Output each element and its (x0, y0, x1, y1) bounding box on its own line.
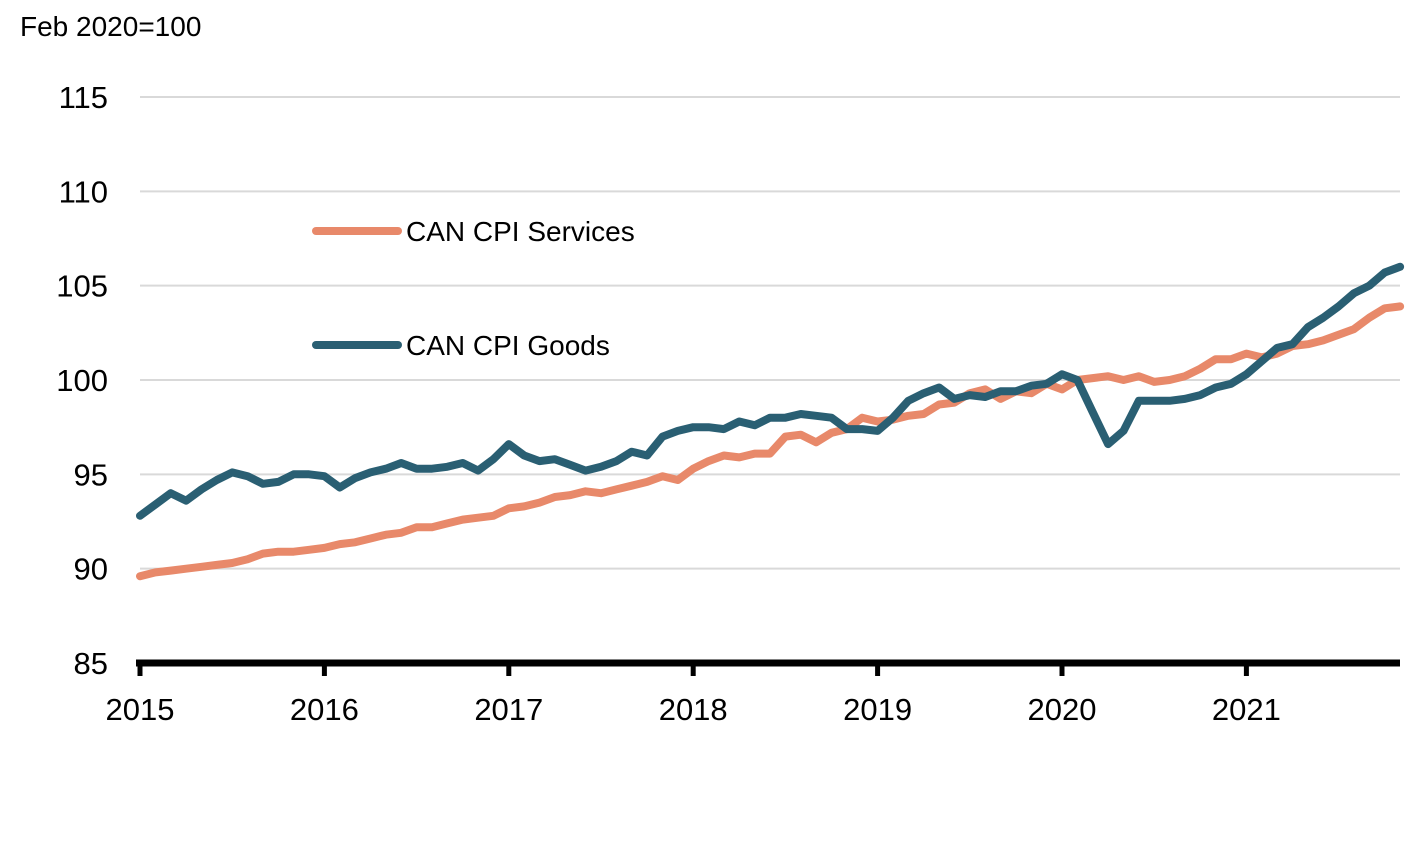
gridlines (140, 96, 1400, 570)
y-tick-label-90: 90 (74, 552, 108, 587)
x-tick-label-2017: 2017 (474, 692, 543, 727)
x-tick-label-2019: 2019 (843, 692, 912, 727)
series-lines (136, 262, 1405, 581)
x-tick-label-2020: 2020 (1028, 692, 1097, 727)
y-tick-label-115: 115 (59, 80, 108, 115)
x-tick-label-2016: 2016 (290, 692, 359, 727)
x-tick-label-2015: 2015 (106, 692, 175, 727)
legend-label-goods: CAN CPI Goods (406, 330, 610, 361)
legend: CAN CPI Services CAN CPI Goods (312, 216, 635, 361)
y-tick-label-100: 100 (56, 363, 108, 398)
series-line-services (136, 302, 1405, 581)
y-tick-label-105: 105 (56, 269, 108, 304)
x-tick-label-2018: 2018 (659, 692, 728, 727)
y-tick-label-95: 95 (74, 457, 108, 492)
legend-label-services: CAN CPI Services (406, 216, 635, 247)
y-axis-unit-label: Feb 2020=100 (20, 11, 201, 42)
y-tick-label-85: 85 (74, 646, 108, 681)
y-axis-tick-labels: 85 90 95 100 105 110 115 (56, 80, 108, 681)
x-axis (136, 659, 1400, 676)
x-axis-tick-labels: 2015 2016 2017 2018 2019 2020 2021 (106, 692, 1281, 727)
series-line-goods (136, 262, 1405, 520)
x-tick-label-2021: 2021 (1212, 692, 1281, 727)
y-tick-label-110: 110 (59, 174, 108, 209)
